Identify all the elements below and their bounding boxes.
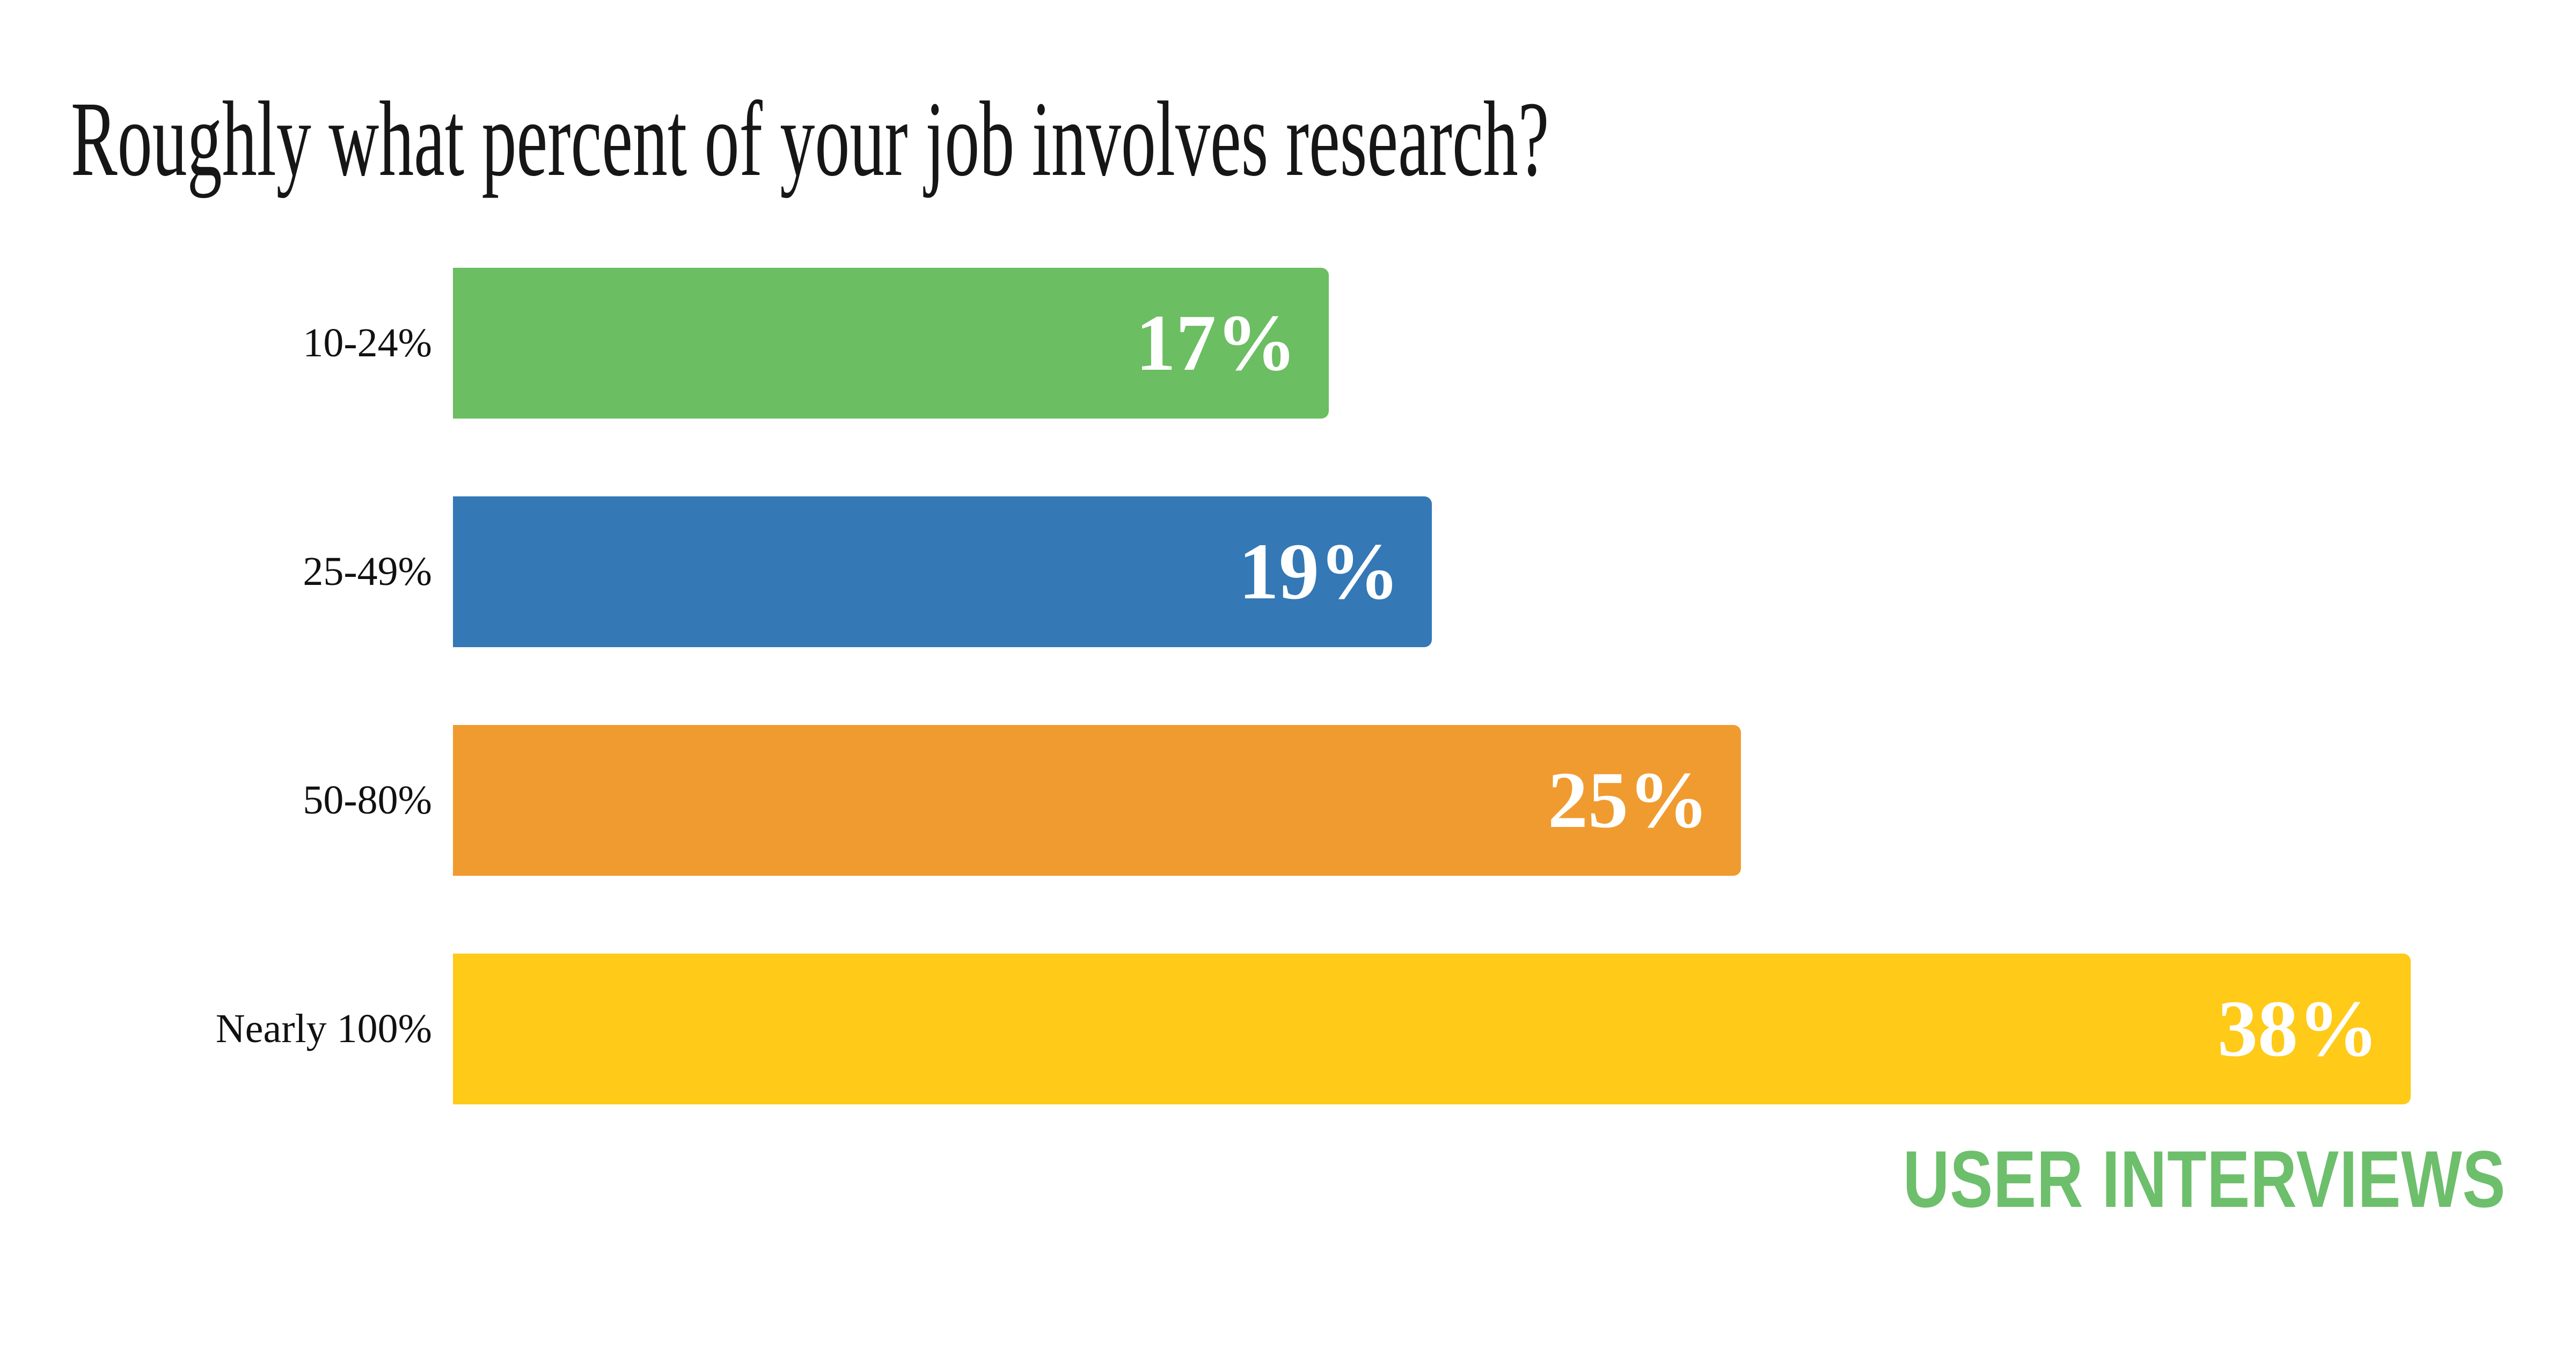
value-label: 38% xyxy=(2218,984,2379,1073)
bar-nearly-100: 38% xyxy=(453,954,2411,1104)
bar-25-49: 19% xyxy=(453,496,1432,647)
value-label: 25% xyxy=(1548,756,1709,845)
chart-row: 50-80% 25% xyxy=(0,725,2576,876)
bar-50-80: 25% xyxy=(453,725,1741,876)
chart-row: Nearly 100% 38% xyxy=(0,954,2576,1104)
user-interviews-logo: USER INTERVIEWS xyxy=(1902,1134,2506,1224)
chart-row: 25-49% 19% xyxy=(0,496,2576,647)
chart-title: Roughly what percent of your job involve… xyxy=(71,80,1549,199)
bar-10-24: 17% xyxy=(453,268,1329,419)
category-label: 10-24% xyxy=(303,320,432,365)
category-label: Nearly 100% xyxy=(215,1006,432,1051)
value-label: 17% xyxy=(1136,298,1297,387)
category-label: 25-49% xyxy=(303,549,432,594)
chart-row: 10-24% 17% xyxy=(0,268,2576,419)
value-label: 19% xyxy=(1239,527,1400,616)
category-label: 50-80% xyxy=(303,778,432,823)
